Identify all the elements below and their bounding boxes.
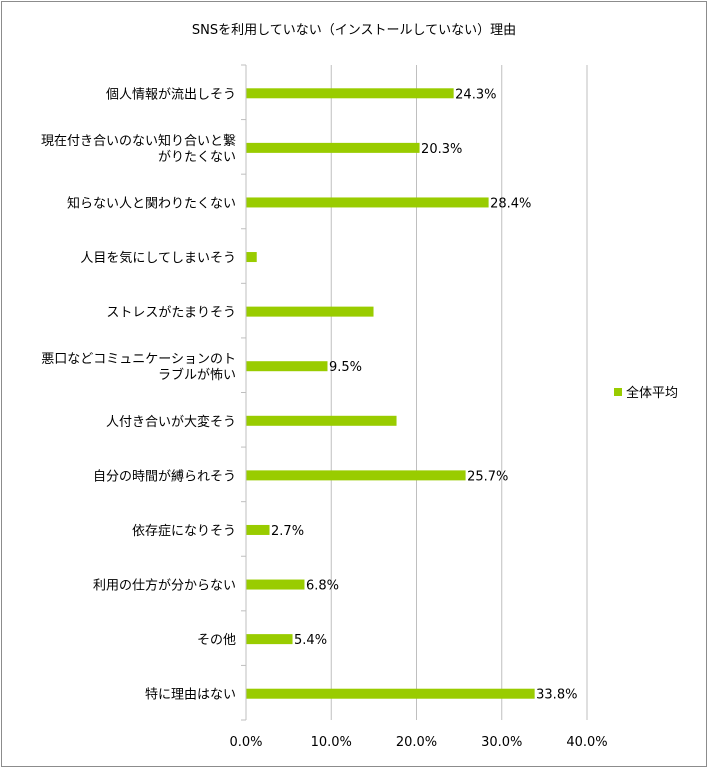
category-label: 悪口などコミュニケーションのト (41, 352, 236, 367)
x-tick-label: 10.0% (311, 735, 352, 750)
bar (246, 688, 535, 699)
x-tick-label: 40.0% (566, 735, 607, 750)
data-label: 25.7% (467, 469, 508, 484)
category-label: 知らない人と関わりたくない (67, 195, 236, 211)
data-label: 20.3% (421, 142, 462, 157)
bar (246, 142, 420, 153)
bar (246, 415, 397, 426)
axis: 0.0% 10.0% 20.0% 30.0% 40.0% 個人情報が流出しそう現在付き合い… (41, 64, 608, 750)
x-tick-label: 0.0% (229, 735, 262, 750)
category-label: 自分の時間が縛られそう (93, 468, 236, 484)
bar (246, 524, 270, 535)
x-tick-label: 20.0% (396, 735, 437, 750)
data-label: 2.7% (271, 524, 304, 539)
legend: 全体平均 (614, 385, 678, 401)
bar (246, 88, 454, 99)
bar (246, 252, 257, 263)
bar (246, 361, 328, 372)
data-label: 6.8% (306, 579, 339, 594)
category-label: 個人情報が流出しそう (106, 87, 236, 102)
bar (246, 579, 305, 590)
data-label: 5.4% (294, 633, 327, 648)
data-label: 28.4% (490, 196, 531, 211)
category-label: ラブルが怖い (158, 367, 236, 383)
data-label: 33.8% (536, 688, 577, 703)
legend-label: 全体平均 (626, 385, 678, 401)
category-label: がりたくない (158, 150, 236, 165)
bars: 24.3% 20.3% 28.4% 9.5% 25.7% 2.7% 6.8% 5.4% 33.8… (246, 87, 577, 703)
grid-lines (330, 65, 588, 720)
category-label: 特に理由はない (145, 688, 236, 703)
chart-title: SNSを利用していない（インストールしていない）理由 (192, 23, 516, 38)
legend-swatch (614, 388, 622, 396)
bar (246, 470, 466, 481)
category-label: その他 (197, 633, 236, 648)
data-label: 9.5% (329, 360, 362, 375)
category-label: 利用の仕方が分からない (93, 578, 236, 594)
category-label: 現在付き合いのない知り合いと繋 (41, 133, 236, 149)
bar (246, 306, 374, 317)
category-label: 人目を気にしてしまいそう (80, 250, 236, 266)
x-tick-label: 30.0% (481, 735, 522, 750)
category-label: 依存症になりそう (132, 524, 236, 539)
data-label: 24.3% (455, 87, 496, 102)
bar (246, 197, 489, 208)
bar (246, 634, 293, 645)
category-label: 人付き合いが大変そう (106, 414, 236, 430)
category-label: ストレスがたまりそう (106, 306, 236, 321)
